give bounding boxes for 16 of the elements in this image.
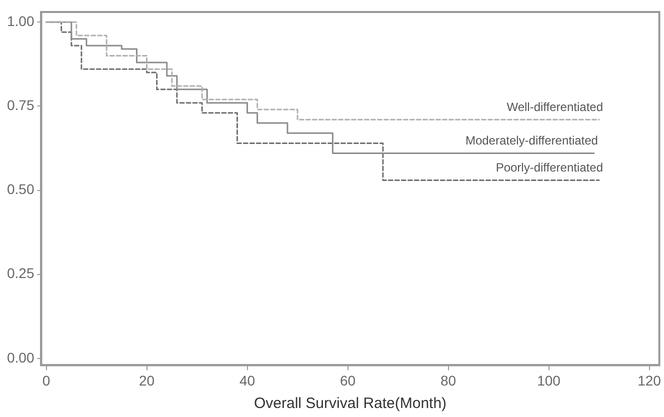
x-tick-label: 60 bbox=[340, 372, 356, 388]
x-tick-label: 0 bbox=[42, 372, 50, 388]
x-tick-label: 120 bbox=[638, 372, 662, 388]
x-axis-title: Overall Survival Rate(Month) bbox=[254, 395, 447, 412]
x-tick-label: 80 bbox=[440, 372, 456, 388]
x-tick-label: 20 bbox=[138, 372, 155, 388]
y-tick-label: 0.25 bbox=[7, 265, 34, 282]
series-label: Well-differentiated bbox=[506, 100, 604, 114]
y-tick-label: 1.00 bbox=[7, 12, 34, 29]
y-tick-label: 0.50 bbox=[7, 181, 34, 198]
y-tick-label: 0.00 bbox=[7, 349, 34, 366]
x-tick-label: 40 bbox=[239, 372, 256, 388]
series-label: Moderately-differentiated bbox=[465, 134, 598, 148]
x-tick-label: 100 bbox=[537, 372, 561, 388]
y-tick-label: 0.75 bbox=[7, 97, 34, 114]
series-label: Poorly-differentiated bbox=[496, 160, 604, 175]
